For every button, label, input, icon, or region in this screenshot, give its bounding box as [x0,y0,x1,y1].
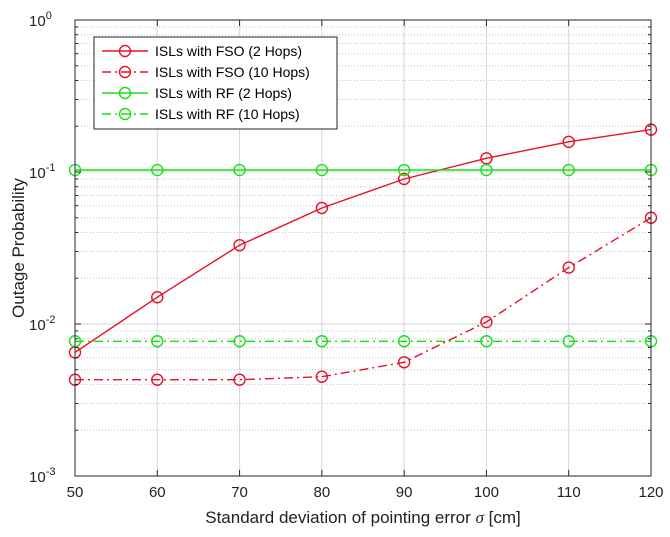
legend-item-1: ISLs with FSO (2 Hops) [102,43,302,59]
data-point [233,335,246,348]
y-tick-label: 100 [29,10,52,30]
x-tick-label: 80 [314,484,331,501]
axis-ticks [74,19,652,477]
data-point [562,163,575,177]
y-tick-base: 10 [29,469,46,486]
data-point [151,373,164,386]
x-tick-label: 90 [396,484,413,501]
y-tick-exponent: -3 [46,466,56,478]
data-point [151,163,164,177]
data-point [480,163,493,177]
y-tick-exponent: -2 [46,314,56,326]
legend-marker [118,44,132,58]
data-point [315,370,329,383]
x-tick-labels: 50 60 70 80 90 100 110 120 [67,484,664,501]
x-tick-label: 120 [638,484,663,501]
x-axis-label: Standard deviation of pointing error σ [… [205,508,521,527]
data-point [233,238,246,252]
data-point [151,291,164,304]
y-tick-label: 10-2 [29,314,55,334]
data-point [562,335,575,348]
legend-label: ISLs with FSO (10 Hops) [155,64,310,80]
data-point [151,335,164,348]
x-tick-label: 50 [67,484,84,501]
legend-label: ISLs with RF (10 Hops) [155,106,300,122]
legend: ISLs with FSO (2 Hops) ISLs with FSO (10 … [93,36,338,130]
legend-marker [118,86,132,100]
series-layer [68,123,658,386]
data-point [233,373,246,386]
y-tick-label: 10-3 [29,466,55,486]
x-tick-label: 70 [231,484,248,501]
series-3 [68,163,658,177]
series-1 [68,123,658,359]
legend-item-2: ISLs with FSO (10 Hops) [102,64,310,80]
y-tick-exponent: 0 [46,10,52,22]
data-point [315,335,329,348]
data-point [233,163,246,177]
data-point [397,172,411,186]
y-tick-base: 10 [29,165,46,182]
legend-marker [118,65,132,79]
data-point [315,163,329,177]
y-tick-base: 10 [29,317,46,334]
plot-frame [74,19,652,477]
data-point [397,335,411,348]
data-point [397,163,411,177]
y-tick-label: 10-1 [29,162,55,182]
legend-item-3: ISLs with RF (2 Hops) [102,85,292,101]
y-tick-base: 10 [29,13,46,30]
x-tick-label: 60 [149,484,166,501]
y-axis-label: Outage Probability [9,178,28,318]
data-point [480,335,493,348]
series-line [74,128,652,353]
data-point [480,315,493,329]
data-point [562,261,575,274]
legend-label: ISLs with RF (2 Hops) [155,85,292,101]
x-tick-label: 100 [474,484,499,501]
x-tick-label: 110 [557,484,581,501]
data-point [397,356,411,369]
data-point [480,152,493,165]
data-point [315,201,329,215]
y-tick-exponent: -1 [46,162,56,174]
legend-item-4: ISLs with RF (10 Hops) [102,106,300,122]
data-point [562,135,575,149]
legend-marker [118,107,132,121]
legend-label: ISLs with FSO (2 Hops) [155,43,302,59]
series-line [75,217,652,381]
